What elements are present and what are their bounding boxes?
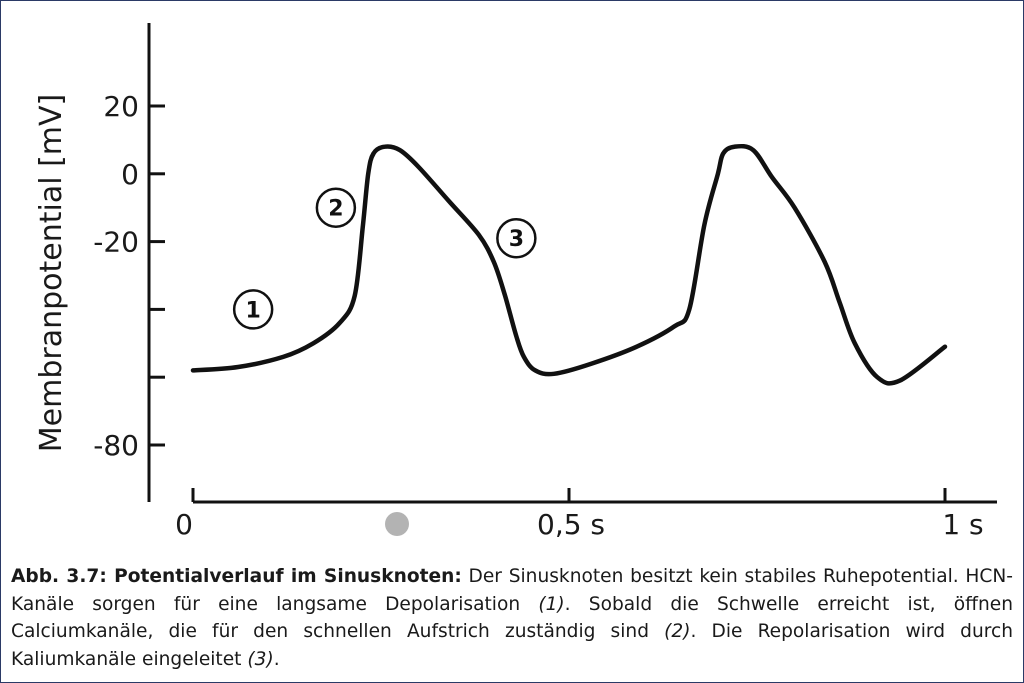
- caption-text-4: .: [273, 648, 280, 670]
- annotation-layer: 1 2 3: [232, 187, 537, 330]
- annotation-circle-1: [232, 289, 274, 330]
- annotation-label-1: 1: [246, 298, 261, 323]
- x-axis-marker-dot: [385, 512, 409, 536]
- annotation-label-2: 2: [328, 197, 343, 222]
- curve-layer: [190, 143, 948, 386]
- caption-text-1: Der Sinusknoten besitzt kein stabiles Ru…: [11, 566, 1013, 615]
- caption-title: Abb. 3.7: Potentialverlauf im Sinusknote…: [11, 566, 462, 587]
- caption-text-2: . Sobald die Schwelle erreicht ist, öffn…: [11, 593, 1013, 643]
- annotation-label-3: 3: [509, 227, 524, 252]
- y-tick-label: -20: [93, 226, 139, 259]
- figure-caption: Abb. 3.7: Potentialverlauf im Sinusknote…: [11, 563, 1013, 673]
- y-axis-title: Membranpotential [mV]: [34, 94, 69, 452]
- y-tick-label: -80: [93, 429, 139, 462]
- axes: 20 0 -20 -80 0 0,5 s 1 s Membranpotential [mV]: [34, 23, 997, 541]
- y-tick-label: 20: [103, 90, 139, 123]
- membrane-potential-curve: [190, 143, 948, 386]
- annotation-circle-3: [496, 217, 537, 259]
- x-tick-label: 1 s: [942, 508, 983, 541]
- y-tick-label: 0: [121, 158, 139, 191]
- x-tick-label: 0,5 s: [537, 508, 605, 541]
- annotation-circle-2: [315, 187, 357, 228]
- caption-text-3: . Die Repolarisation wird durch Kaliumka…: [11, 621, 1013, 670]
- x-tick-label: 0: [175, 508, 193, 541]
- caption-ref-3: (3): [247, 648, 274, 670]
- caption-ref-2: (2): [664, 621, 691, 642]
- caption-ref-1: (1): [538, 593, 565, 615]
